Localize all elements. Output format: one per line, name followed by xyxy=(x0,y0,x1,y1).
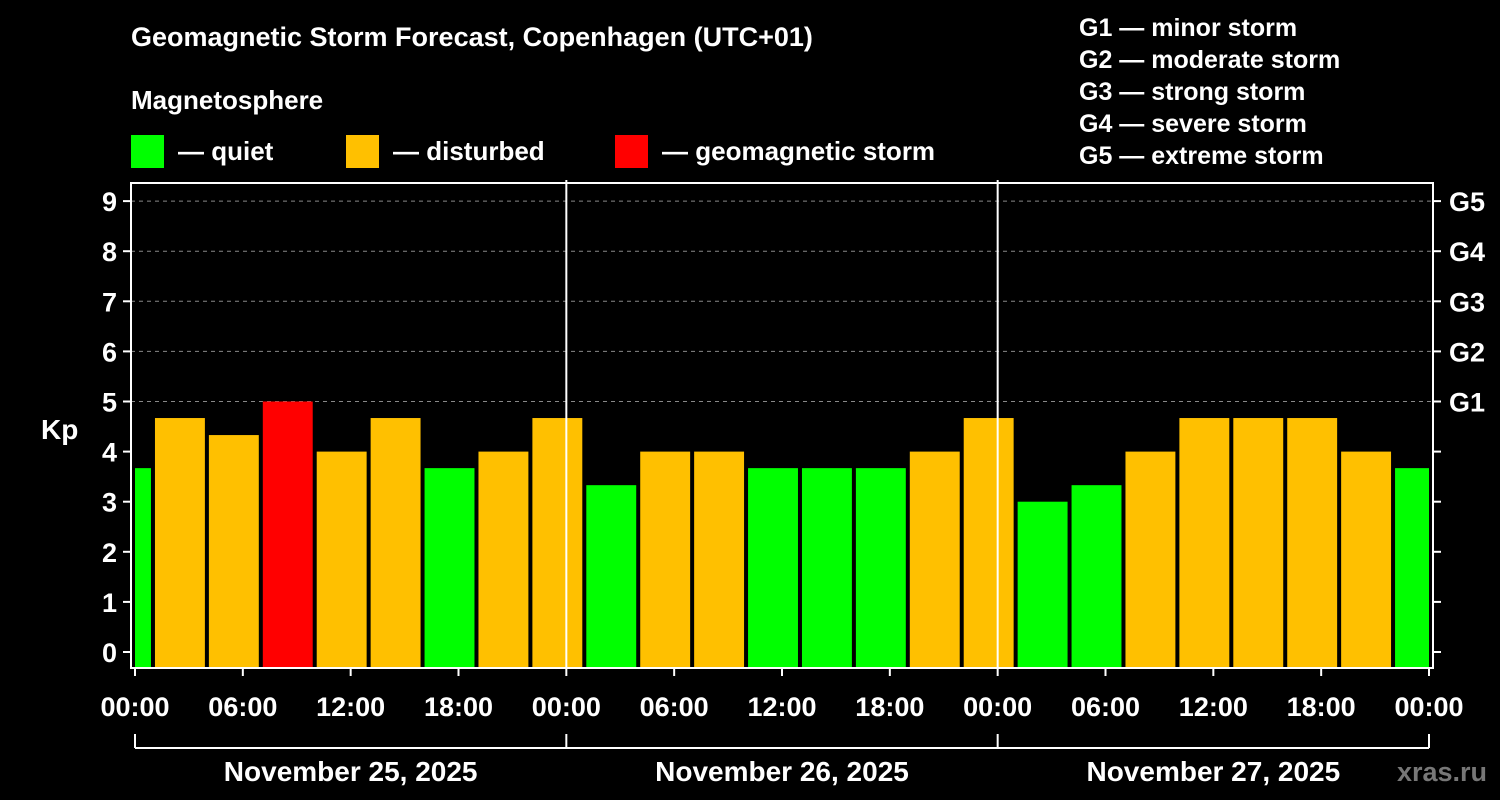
y-tick-label-5: 5 xyxy=(102,388,117,418)
kp-bar-16 xyxy=(963,418,1014,668)
kp-bar-12 xyxy=(748,468,798,668)
kp-bar-0 xyxy=(135,468,151,668)
kp-bar-6 xyxy=(424,468,475,668)
kp-bar-2 xyxy=(208,435,259,668)
legend-label-disturbed: — disturbed xyxy=(393,135,545,166)
kp-bar-9 xyxy=(586,485,637,668)
kp-bar-15 xyxy=(909,451,960,668)
y-tick-label-3: 3 xyxy=(102,488,117,518)
day-label-2: November 27, 2025 xyxy=(1086,756,1340,787)
kp-bar-3 xyxy=(262,401,313,668)
day-label-1: November 26, 2025 xyxy=(655,756,909,787)
storm-level-g2: G2 — moderate storm xyxy=(1079,46,1341,74)
storm-level-list: G1 — minor storm G2 — moderate storm G3 … xyxy=(1079,12,1340,172)
kp-bar-4 xyxy=(316,451,367,668)
storm-level-g3: G3 — strong storm xyxy=(1079,78,1306,106)
legend-quiet: — quiet xyxy=(131,134,273,168)
x-tick-label-6: 12:00 xyxy=(747,692,816,722)
kp-bar-11 xyxy=(694,451,745,668)
y-tick-label-4: 4 xyxy=(102,438,117,468)
y-tick-label-8: 8 xyxy=(102,237,117,267)
storm-level-g5: G5 — extreme storm xyxy=(1079,142,1324,170)
storm-level-g4: G4 — severe storm xyxy=(1079,110,1307,138)
magnetosphere-label: Magnetosphere xyxy=(131,85,324,115)
day-label-0: November 25, 2025 xyxy=(224,756,478,787)
kp-bar-24 xyxy=(1395,468,1429,668)
right-tick-label-g1: G1 xyxy=(1449,388,1485,418)
x-tick-label-10: 12:00 xyxy=(1179,692,1248,722)
right-tick-label-g4: G4 xyxy=(1449,237,1485,267)
x-tick-label-8: 00:00 xyxy=(963,692,1032,722)
legend-swatch-storm xyxy=(615,134,648,168)
legend-swatch-disturbed xyxy=(346,134,379,168)
x-tick-label-3: 18:00 xyxy=(424,692,493,722)
x-tick-label-11: 18:00 xyxy=(1287,692,1356,722)
x-tick-label-9: 06:00 xyxy=(1071,692,1140,722)
chart-title: Geomagnetic Storm Forecast, Copenhagen (… xyxy=(131,22,813,52)
x-tick-label-2: 12:00 xyxy=(316,692,385,722)
kp-bar-19 xyxy=(1125,451,1176,668)
x-tick-label-12: 00:00 xyxy=(1394,692,1463,722)
x-tick-label-5: 06:00 xyxy=(640,692,709,722)
kp-bar-22 xyxy=(1287,418,1338,668)
kp-bar-18 xyxy=(1071,485,1122,668)
legend-swatch-quiet xyxy=(131,134,164,168)
right-tick-label-g5: G5 xyxy=(1449,187,1485,217)
kp-bar-21 xyxy=(1233,418,1284,668)
watermark: xras.ru xyxy=(1397,757,1487,787)
right-tick-label-g3: G3 xyxy=(1449,287,1485,317)
y-tick-label-9: 9 xyxy=(102,187,117,217)
kp-bar-17 xyxy=(1017,501,1068,668)
y-tick-label-6: 6 xyxy=(102,337,117,367)
y-tick-label-1: 1 xyxy=(102,588,117,618)
kp-bar-20 xyxy=(1179,418,1230,668)
legend-label-storm: — geomagnetic storm xyxy=(662,135,936,166)
x-tick-label-0: 00:00 xyxy=(100,692,169,722)
legend-disturbed: — disturbed xyxy=(346,134,545,168)
kp-bar-10 xyxy=(640,451,691,668)
x-tick-label-7: 18:00 xyxy=(855,692,924,722)
x-tick-label-4: 00:00 xyxy=(532,692,601,722)
right-tick-label-g2: G2 xyxy=(1449,337,1485,367)
kp-bar-14 xyxy=(855,468,906,668)
kp-bar-5 xyxy=(370,418,421,668)
kp-bar-7 xyxy=(478,451,529,668)
y-tick-label-7: 7 xyxy=(102,287,117,317)
kp-bar-23 xyxy=(1341,451,1392,668)
y-axis-label: Kp xyxy=(41,414,78,445)
legend-label-quiet: — quiet xyxy=(178,135,274,166)
storm-level-g1: G1 — minor storm xyxy=(1079,14,1298,42)
legend-storm: — geomagnetic storm xyxy=(615,134,935,168)
kp-bar-8 xyxy=(532,418,583,668)
x-tick-label-1: 06:00 xyxy=(208,692,277,722)
kp-bar-13 xyxy=(801,468,852,668)
y-tick-label-0: 0 xyxy=(102,638,117,668)
y-tick-label-2: 2 xyxy=(102,538,117,568)
kp-bar-1 xyxy=(154,418,205,668)
